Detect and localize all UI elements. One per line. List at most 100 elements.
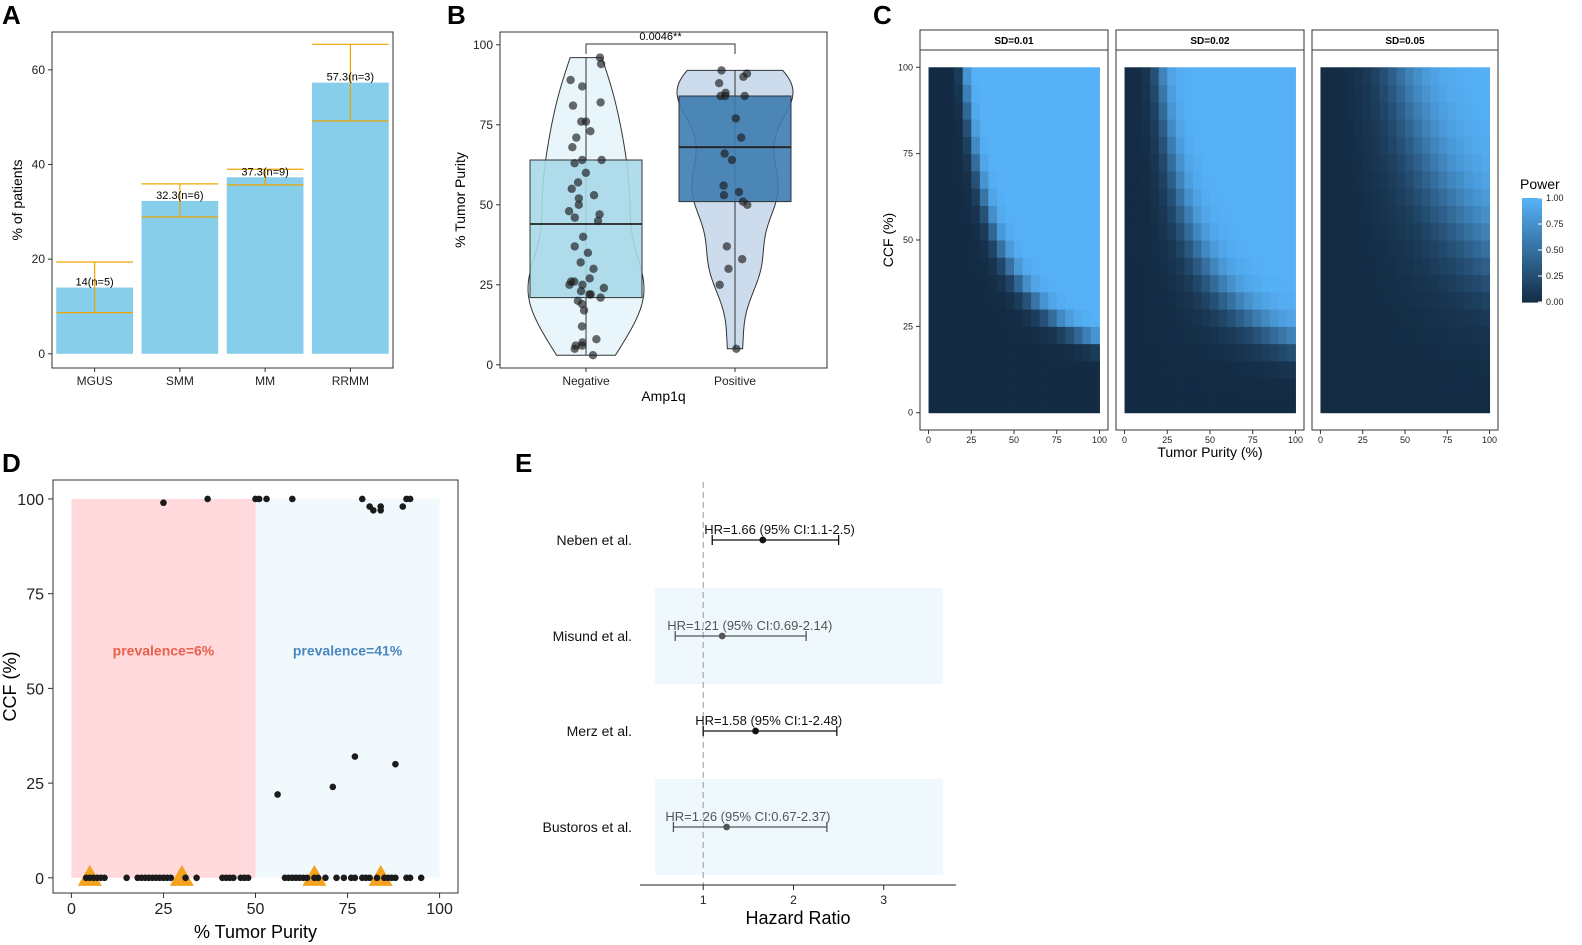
- heatmap-cell: [1413, 326, 1423, 345]
- heatmap-cell: [1447, 395, 1457, 414]
- heatmap-cell: [1244, 240, 1254, 258]
- heatmap-cell: [1056, 84, 1066, 103]
- heatmap-cell: [1158, 205, 1168, 224]
- heatmap-cell: [979, 326, 989, 345]
- heatmap-cell: [945, 205, 955, 224]
- heatmap-cell: [1278, 257, 1288, 276]
- heatmap-cell: [1133, 309, 1143, 327]
- heatmap-cell: [1039, 343, 1049, 362]
- heatmap-cell: [1056, 343, 1066, 362]
- heatmap-cell: [1184, 84, 1194, 103]
- legend-tick-label: 0.25: [1546, 271, 1564, 281]
- data-point-b: [586, 127, 595, 136]
- heatmap-cell: [1141, 84, 1151, 103]
- heatmap-cell: [1227, 153, 1237, 172]
- heatmap-cell: [1362, 360, 1372, 379]
- heatmap-cell: [1405, 170, 1414, 189]
- heatmap-cell: [1090, 205, 1100, 224]
- heatmap-cell: [937, 395, 947, 414]
- heatmap-cell: [1447, 257, 1457, 276]
- heatmap-cell: [1337, 378, 1347, 396]
- heatmap-cell: [979, 170, 989, 189]
- heatmap-cell: [1039, 326, 1049, 345]
- heatmap-cell: [1039, 84, 1049, 103]
- heatmap-cell: [1218, 67, 1228, 86]
- heatmap-cell: [1082, 395, 1092, 414]
- heatmap-cell: [1082, 84, 1092, 103]
- heatmap-cell: [996, 222, 1006, 241]
- heatmap-cell: [1244, 84, 1254, 103]
- heatmap-cell: [1192, 395, 1202, 414]
- heatmap-cell: [1167, 291, 1177, 310]
- heatmap-cell: [1413, 170, 1423, 189]
- heatmap-cell: [1379, 153, 1389, 172]
- heatmap-cell: [1464, 360, 1474, 379]
- heatmap-cell: [1405, 326, 1414, 345]
- heatmap-cell: [1167, 170, 1177, 189]
- heatmap-cell: [1150, 360, 1160, 379]
- heatmap-cell: [1184, 205, 1194, 224]
- heatmap-cell: [971, 222, 981, 241]
- heatmap-cell: [1278, 84, 1288, 103]
- heatmap-cell: [1201, 170, 1211, 189]
- heatmap-cell: [1235, 395, 1245, 414]
- heatmap-cell: [1472, 153, 1482, 172]
- heatmap-cell: [1082, 119, 1092, 137]
- heatmap-cell: [1210, 84, 1220, 103]
- heatmap-cell: [1167, 309, 1177, 327]
- heatmap-cell: [1371, 222, 1381, 241]
- heatmap-cell: [1472, 205, 1482, 224]
- data-point-b: [574, 200, 584, 209]
- heatmap-cell: [1481, 343, 1491, 362]
- x-tick-label-b: Positive: [714, 374, 756, 388]
- data-point-b: [737, 255, 747, 264]
- heatmap-cell: [1141, 153, 1151, 172]
- heatmap-cell: [1269, 205, 1279, 224]
- data-point-b: [597, 155, 606, 165]
- x-tick-label-c: 100: [1288, 435, 1303, 445]
- x-tick-label-a: MGUS: [77, 374, 113, 388]
- heatmap-cell: [1379, 188, 1389, 206]
- heatmap-cell: [1328, 188, 1338, 206]
- heatmap-cell: [1133, 136, 1143, 155]
- heatmap-cell: [1133, 326, 1143, 345]
- heatmap-cell: [1320, 257, 1330, 276]
- heatmap-cell: [1269, 67, 1279, 86]
- heatmap-cell: [1218, 153, 1228, 172]
- heatmap-cell: [1167, 360, 1177, 379]
- heatmap-cell: [1090, 291, 1100, 310]
- heatmap-cell: [1447, 360, 1457, 379]
- heatmap-cell: [1014, 84, 1024, 103]
- heatmap-cell: [988, 291, 998, 310]
- heatmap-cell: [1261, 222, 1271, 241]
- heatmap-cell: [1218, 274, 1228, 293]
- heatmap-cell: [971, 205, 981, 224]
- heatmap-cell: [1175, 67, 1185, 86]
- heatmap-cell: [1388, 84, 1398, 103]
- heatmap-cell: [1328, 309, 1338, 327]
- heatmap-cell: [1379, 205, 1389, 224]
- heatmap-cell: [1481, 395, 1491, 414]
- heatmap-cell: [1175, 291, 1185, 310]
- data-point-d: [160, 499, 167, 507]
- heatmap-cell: [1396, 222, 1406, 241]
- data-point-b: [593, 216, 603, 225]
- legend-gradient-step: [1522, 286, 1542, 290]
- heatmap-cell: [1158, 291, 1168, 310]
- heatmap-cell: [1421, 274, 1431, 293]
- bar-value-label: 57.3(n=3): [327, 72, 374, 84]
- heatmap-cell: [1278, 378, 1288, 396]
- heatmap-cell: [1371, 274, 1381, 293]
- heatmap-cell: [1371, 326, 1381, 345]
- heatmap-cell: [1014, 205, 1024, 224]
- heatmap-cell: [1039, 170, 1049, 189]
- data-point-b: [740, 91, 749, 101]
- heatmap-cell: [945, 378, 955, 396]
- data-point-b: [576, 287, 586, 296]
- heatmap-cell: [937, 240, 947, 258]
- heatmap-cell: [1158, 360, 1168, 379]
- heatmap-cell: [1345, 170, 1355, 189]
- heatmap-cell: [996, 274, 1006, 293]
- x-tick-label-c: 25: [1162, 435, 1172, 445]
- heatmap-cell: [1438, 326, 1448, 345]
